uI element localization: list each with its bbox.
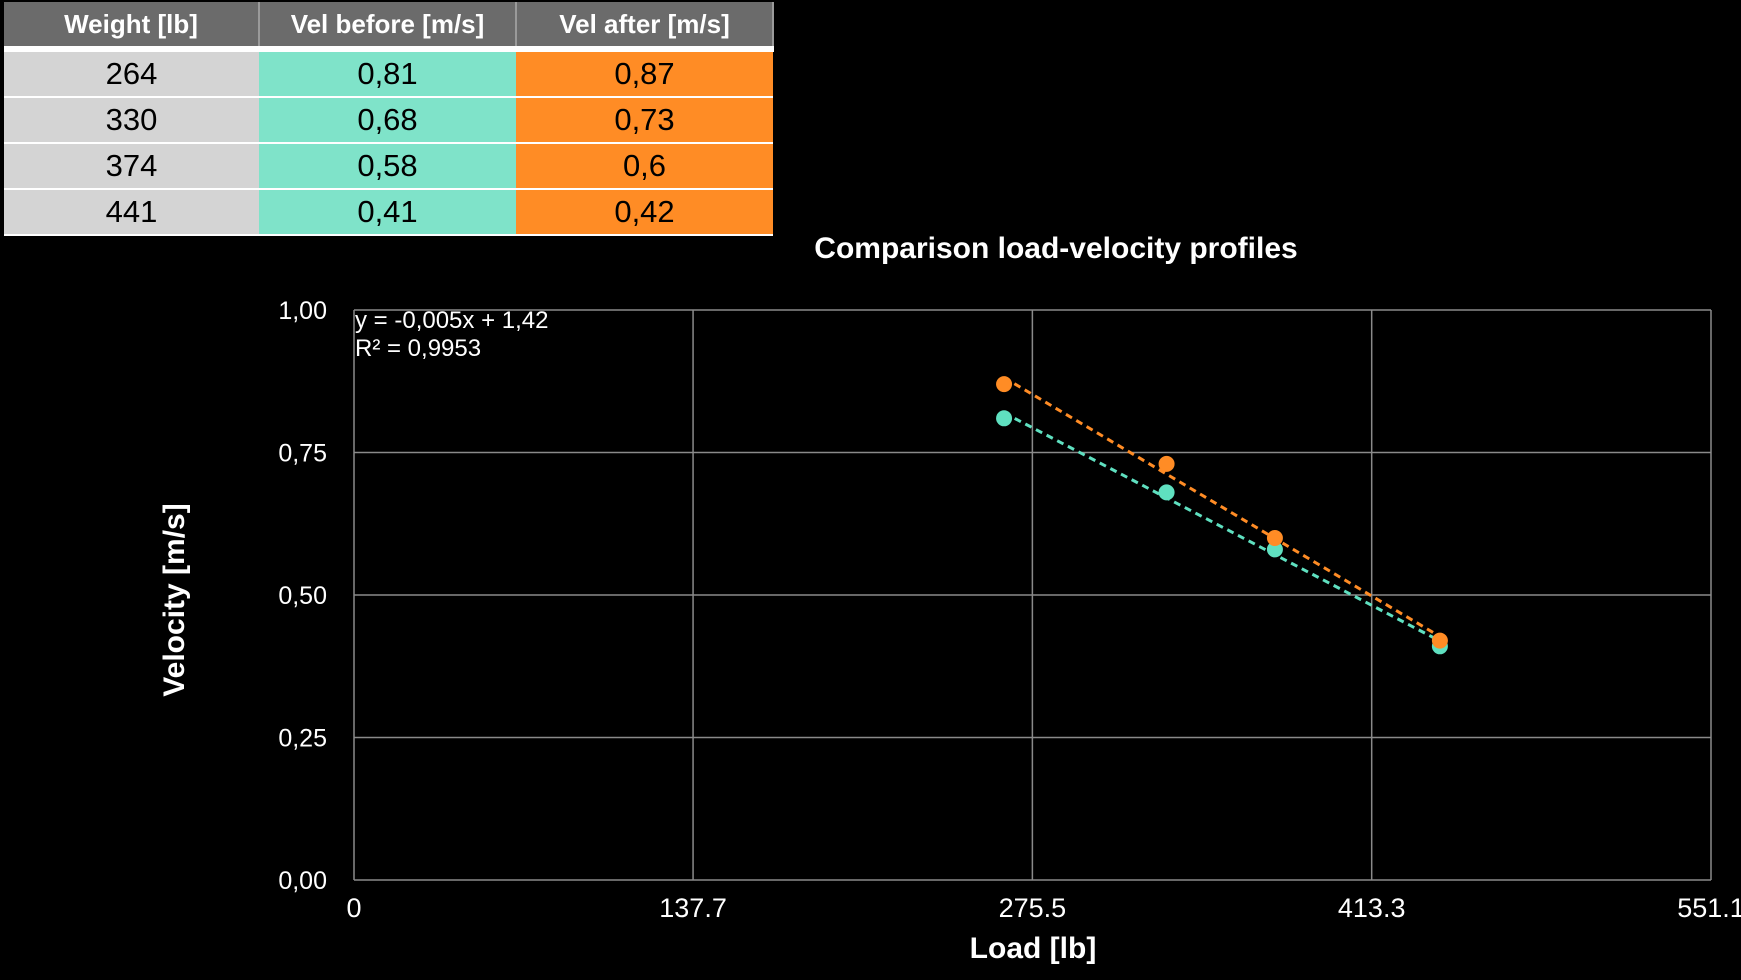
x-tick-label: 551.1	[1677, 893, 1741, 923]
cell-vel-before: 0,68	[259, 97, 516, 144]
cell-vel-after: 0,6	[516, 143, 773, 190]
data-point-0	[1158, 484, 1175, 501]
trendline-equation: y = -0,005x + 1,42	[355, 307, 548, 334]
y-tick-label: 1,00	[278, 297, 327, 325]
cell-weight: 264	[4, 49, 259, 98]
x-axis-label: Load [lb]	[970, 932, 1097, 965]
table-row: 330 0,68 0,73	[4, 97, 773, 144]
cell-weight: 441	[4, 189, 259, 236]
trendline-0	[1003, 411, 1441, 643]
header-weight: Weight [lb]	[4, 2, 260, 52]
cell-weight: 374	[4, 143, 259, 190]
cell-vel-before: 0,58	[259, 143, 516, 190]
cell-vel-after: 0,87	[516, 49, 773, 98]
trendline-r2: R² = 0,9953	[355, 335, 481, 362]
data-point-0	[1266, 541, 1283, 558]
data-point-1	[1266, 530, 1283, 546]
header-vel-after: Vel after [m/s]	[516, 2, 774, 52]
trendline-1	[1003, 376, 1441, 638]
data-point-0	[996, 410, 1013, 427]
header-vel-before: Vel before [m/s]	[259, 2, 517, 52]
table-row: 374 0,58 0,6	[4, 143, 773, 190]
y-tick-label: 0,50	[278, 582, 327, 610]
cell-vel-after: 0,42	[516, 189, 773, 236]
data-point-1	[996, 376, 1013, 393]
x-tick-label: 413.3	[1338, 893, 1406, 923]
x-tick-label: 137.7	[659, 893, 727, 923]
table-row: 441 0,41 0,42	[4, 189, 773, 236]
y-tick-label: 0,75	[278, 440, 327, 468]
x-tick-label: 0	[346, 893, 361, 923]
chart-title: Comparison load-velocity profiles	[814, 232, 1297, 265]
y-axis-label: Velocity [m/s]	[158, 503, 191, 696]
data-point-1	[1158, 455, 1175, 472]
x-tick-label: 275.5	[999, 893, 1067, 923]
y-tick-label: 0,00	[278, 867, 327, 895]
cell-vel-after: 0,73	[516, 97, 773, 144]
cell-vel-before: 0,41	[259, 189, 516, 236]
cell-weight: 330	[4, 97, 259, 144]
cell-vel-before: 0,81	[259, 49, 516, 98]
table-row: 264 0,81 0,87	[4, 49, 773, 98]
data-point-1	[1431, 632, 1448, 649]
data-table: Weight [lb] Vel before [m/s] Vel after […	[4, 2, 774, 236]
table-header-row: Weight [lb] Vel before [m/s] Vel after […	[4, 2, 774, 52]
y-tick-label: 0,25	[278, 725, 327, 753]
